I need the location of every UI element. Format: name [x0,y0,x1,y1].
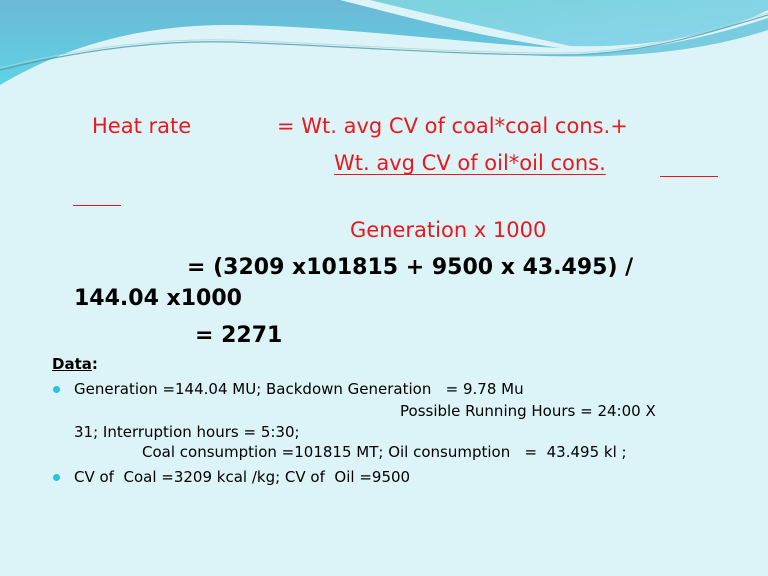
data-heading-colon: : [91,355,98,373]
data-bullet-1-line3: 31; Interruption hours = 5:30; [74,423,300,441]
result-value: = 2271 [195,323,283,348]
substitution-line1: = (3209 x101815 + 9500 x 43.495) / [187,255,634,280]
formula-denominator: Generation x 1000 [350,218,547,242]
substitution-line2: 144.04 x1000 [74,286,242,311]
data-bullet-1-line4: Coal consumption =101815 MT; Oil consump… [142,443,627,461]
data-bullet-2-line1: CV of Coal =3209 kcal /kg; CV of Oil =95… [74,468,411,486]
data-heading-label: Data [52,355,92,373]
formula-numerator-line2: Wt. avg CV of oil*oil cons. [334,151,606,175]
formula-numerator-line1: = Wt. avg CV of coal*coal cons.+ [277,114,628,138]
fraction-bar-fragment [73,205,121,206]
data-heading: Data: [52,355,98,373]
fraction-bar-extension [660,176,718,177]
bullet-icon [53,474,60,481]
data-bullet-1-line1: Generation =144.04 MU; Backdown Generati… [74,380,524,398]
formula-lhs: Heat rate [92,114,192,138]
bullet-icon [53,386,60,393]
header-wave-decoration [0,0,768,85]
data-bullet-1-line2: Possible Running Hours = 24:00 X [400,402,656,420]
